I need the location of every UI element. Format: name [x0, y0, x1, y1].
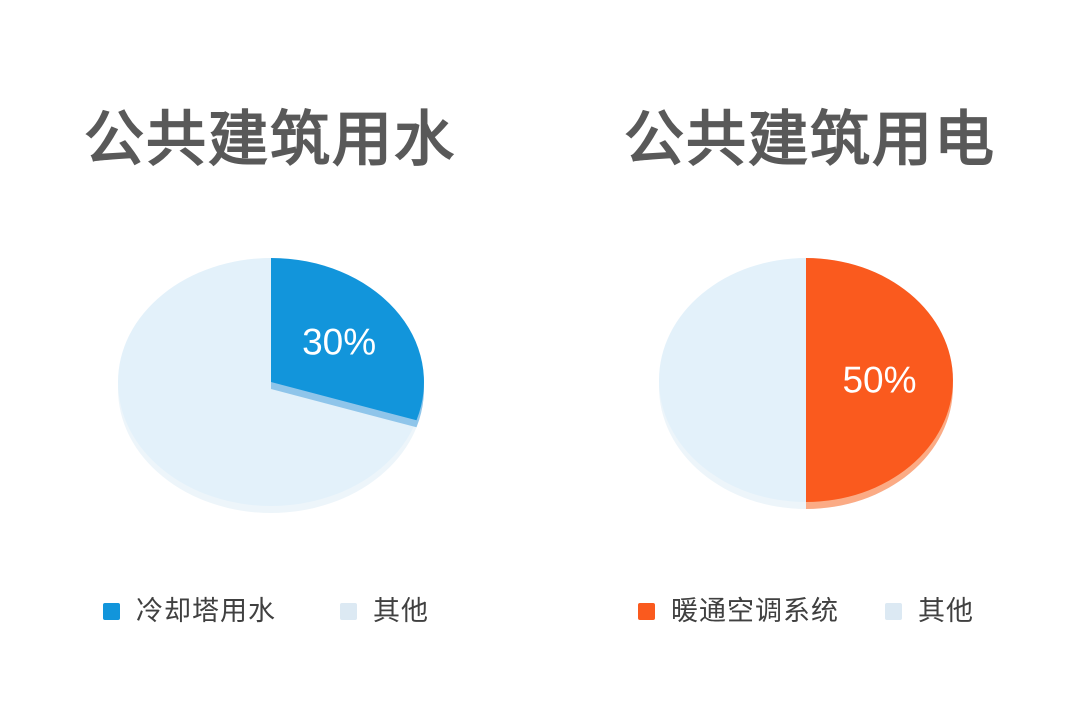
legend-label-water-other: 其他: [373, 596, 429, 626]
legend-swatch-cooling-tower: [103, 602, 120, 620]
legend-swatch-power-other: [885, 602, 902, 620]
pie-percent-label: 30%: [302, 321, 376, 362]
legend-label-hvac: 暖通空调系统: [671, 596, 839, 626]
legend-item-water-other: 其他: [340, 596, 429, 626]
legend-item-hvac: 暖通空调系统: [638, 596, 839, 626]
legend-swatch-hvac: [638, 602, 655, 620]
water-legend: 冷却塔用水 其他: [103, 596, 429, 626]
power-chart-title: 公共建筑用电: [624, 106, 996, 173]
pie-slice-main: [806, 258, 953, 502]
water-chart-title: 公共建筑用水: [84, 106, 456, 173]
legend-item-cooling-tower: 冷却塔用水: [103, 596, 276, 626]
power-legend: 暖通空调系统 其他: [638, 596, 974, 626]
water-pie-chart: 30%: [118, 258, 424, 513]
water-chart-panel: 公共建筑用水 30% 冷却塔用水 其他: [84, 106, 456, 626]
power-pie-chart: 50%: [659, 258, 953, 509]
legend-label-cooling-tower: 冷却塔用水: [136, 596, 276, 626]
pie-percent-label: 50%: [842, 360, 916, 401]
legend-swatch-water-other: [340, 602, 357, 620]
power-chart-panel: 公共建筑用电 50% 暖通空调系统 其他: [540, 0, 1080, 702]
legend-label-power-other: 其他: [918, 596, 974, 626]
pie-slice-main: [271, 258, 424, 421]
legend-item-power-other: 其他: [885, 596, 974, 626]
